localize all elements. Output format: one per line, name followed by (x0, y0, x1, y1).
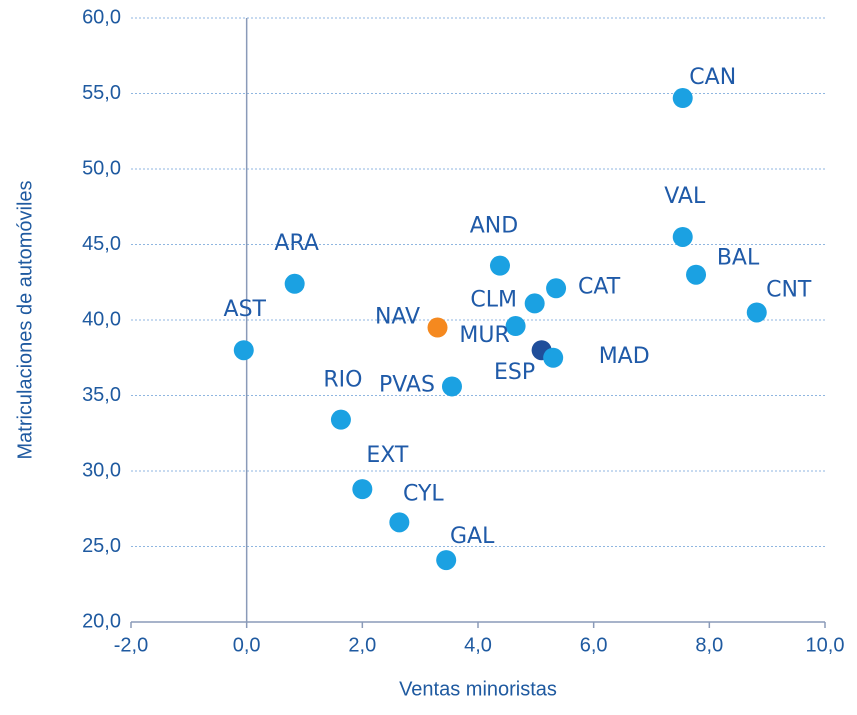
point-label: VAL (664, 184, 706, 209)
y-tick-label: 30,0 (82, 459, 121, 481)
y-tick-label: 20,0 (82, 610, 121, 632)
point (672, 88, 693, 109)
y-tick-label: 45,0 (82, 233, 121, 255)
y-tick-label: 50,0 (82, 157, 121, 179)
point (543, 347, 564, 368)
y-tick-label: 60,0 (82, 6, 121, 28)
x-axis-title: Ventas minoristas (399, 678, 557, 700)
point-label: CNT (766, 277, 812, 302)
x-tick-label: 0,0 (233, 634, 261, 656)
point-label: EXT (366, 443, 409, 468)
y-tick-label: 55,0 (82, 82, 121, 104)
point-label: CAT (578, 274, 621, 299)
point-label: CAN (689, 65, 736, 90)
point (352, 479, 373, 500)
point (686, 264, 707, 285)
point-label: MUR (459, 323, 509, 348)
x-tick-label: 4,0 (464, 634, 492, 656)
point-label: AST (224, 297, 267, 322)
point (233, 340, 254, 361)
point (441, 376, 462, 397)
point-label: CLM (470, 287, 517, 312)
point-label: NAV (375, 305, 420, 330)
x-tick-label: -2,0 (114, 634, 148, 656)
point-label: AND (470, 214, 518, 239)
point-label: MAD (599, 344, 650, 369)
y-tick-label: 35,0 (82, 384, 121, 406)
point-label: BAL (717, 246, 760, 271)
point-label: RIO (323, 368, 362, 393)
point-label: PVAS (379, 372, 435, 397)
point (284, 273, 305, 294)
point (489, 255, 510, 276)
point (436, 550, 457, 571)
point (546, 278, 567, 299)
x-tick-label: 2,0 (348, 634, 376, 656)
point (672, 226, 693, 247)
point (505, 316, 526, 337)
point-label: GAL (450, 524, 495, 549)
point (389, 512, 410, 533)
point-label: ARA (274, 231, 319, 256)
y-axis-title: Matriculaciones de automóviles (14, 180, 36, 459)
point (524, 293, 545, 314)
point-label: ESP (494, 360, 535, 385)
y-tick-label: 40,0 (82, 308, 121, 330)
x-tick-label: 8,0 (695, 634, 723, 656)
y-tick-label: 25,0 (82, 535, 121, 557)
point (746, 302, 767, 323)
point (427, 317, 448, 338)
x-tick-label: 6,0 (580, 634, 608, 656)
x-tick-label: 10,0 (806, 634, 845, 656)
point (330, 409, 351, 430)
point-label: CYL (403, 481, 444, 506)
